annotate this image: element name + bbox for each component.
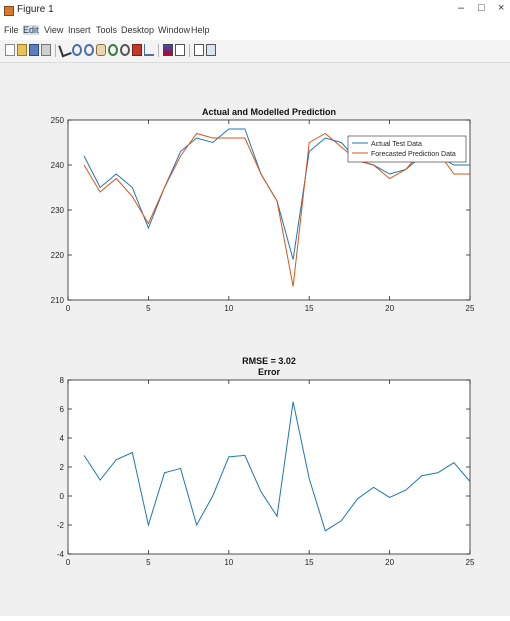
hide-plot-tools-icon[interactable] bbox=[194, 44, 204, 56]
close-button[interactable]: × bbox=[498, 2, 505, 14]
brush-icon[interactable] bbox=[132, 44, 142, 56]
legend-box bbox=[347, 135, 467, 163]
y-tick-label: 6 bbox=[60, 405, 65, 414]
zoom-in-icon[interactable] bbox=[72, 44, 82, 56]
y-tick-label: 250 bbox=[51, 116, 65, 125]
y-tick-label: 8 bbox=[60, 376, 65, 385]
menu-view[interactable]: View bbox=[44, 25, 64, 35]
menu-edit[interactable]: Edit bbox=[23, 25, 39, 35]
insert-legend-icon[interactable] bbox=[175, 44, 185, 56]
x-tick-label: 10 bbox=[224, 558, 233, 567]
insert-colorbar-icon[interactable] bbox=[163, 44, 173, 56]
toolbar-separator bbox=[158, 44, 159, 57]
x-tick-label: 0 bbox=[66, 558, 71, 567]
y-tick-label: 230 bbox=[51, 206, 65, 215]
menu-desktop[interactable]: Desktop bbox=[121, 25, 155, 35]
x-tick-label: 20 bbox=[385, 558, 394, 567]
chart-title: Actual and Modelled Prediction bbox=[202, 107, 336, 117]
menu-window[interactable]: Window bbox=[158, 25, 191, 35]
series-line-1 bbox=[83, 132, 470, 287]
x-tick-label: 15 bbox=[305, 558, 314, 567]
save-figure-icon[interactable] bbox=[29, 44, 39, 56]
x-tick-label: 25 bbox=[466, 558, 475, 567]
open-file-icon[interactable] bbox=[17, 44, 27, 56]
window-title: Figure 1 bbox=[17, 4, 54, 15]
menu-bar: File Edit View Insert Tools Desktop Wind… bbox=[0, 22, 510, 40]
maximize-button[interactable]: □ bbox=[478, 2, 485, 14]
minimize-button[interactable]: – bbox=[458, 2, 465, 14]
chart-title: RMSE = 3.02 bbox=[242, 356, 296, 366]
show-plot-tools-icon[interactable] bbox=[206, 44, 216, 56]
zoom-out-icon[interactable] bbox=[84, 44, 94, 56]
y-tick-label: 0 bbox=[60, 492, 65, 501]
link-plot-icon[interactable] bbox=[144, 44, 154, 56]
toolbar-separator bbox=[189, 44, 190, 57]
menu-insert[interactable]: Insert bbox=[68, 25, 91, 35]
figure-canvas: 0 5 10 15 20 25 210 220 230 240 250 Actual and Mode… bbox=[0, 63, 510, 616]
pan-icon[interactable] bbox=[96, 44, 106, 56]
figure-app-icon bbox=[4, 6, 14, 16]
figure-toolbar bbox=[0, 40, 510, 63]
y-tick-label: 240 bbox=[51, 161, 65, 170]
x-tick-label: 20 bbox=[385, 304, 394, 313]
plot-area bbox=[67, 379, 471, 555]
x-tick-label: 25 bbox=[466, 304, 475, 313]
rotate-3d-icon[interactable] bbox=[108, 44, 118, 56]
x-tick-label: 15 bbox=[305, 304, 314, 313]
new-figure-icon[interactable] bbox=[5, 44, 15, 56]
y-tick-label: 220 bbox=[51, 251, 65, 260]
legend-label: Actual Test Data bbox=[371, 141, 422, 148]
series-line-0 bbox=[83, 401, 471, 532]
x-tick-label: 10 bbox=[224, 304, 233, 313]
x-tick-label: 5 bbox=[146, 558, 151, 567]
x-tick-label: 5 bbox=[146, 304, 151, 313]
toolbar-separator bbox=[55, 44, 56, 57]
title-bar: Figure 1 – □ × bbox=[0, 0, 510, 22]
y-tick-label: 2 bbox=[60, 463, 65, 472]
menu-help[interactable]: Help bbox=[191, 25, 210, 35]
y-tick-label: -4 bbox=[57, 550, 65, 559]
menu-file[interactable]: File bbox=[4, 25, 19, 35]
print-figure-icon[interactable] bbox=[41, 44, 51, 56]
chart-subtitle: Error bbox=[258, 367, 281, 377]
menu-tools[interactable]: Tools bbox=[96, 25, 118, 35]
edit-plot-icon[interactable] bbox=[58, 42, 72, 58]
legend-label: Forecasted Prediction Data bbox=[371, 151, 456, 158]
y-tick-label: 4 bbox=[60, 434, 65, 443]
x-tick-label: 0 bbox=[66, 304, 71, 313]
y-tick-label: 210 bbox=[51, 296, 65, 305]
y-tick-label: -2 bbox=[57, 521, 65, 530]
data-cursor-icon[interactable] bbox=[120, 44, 130, 56]
